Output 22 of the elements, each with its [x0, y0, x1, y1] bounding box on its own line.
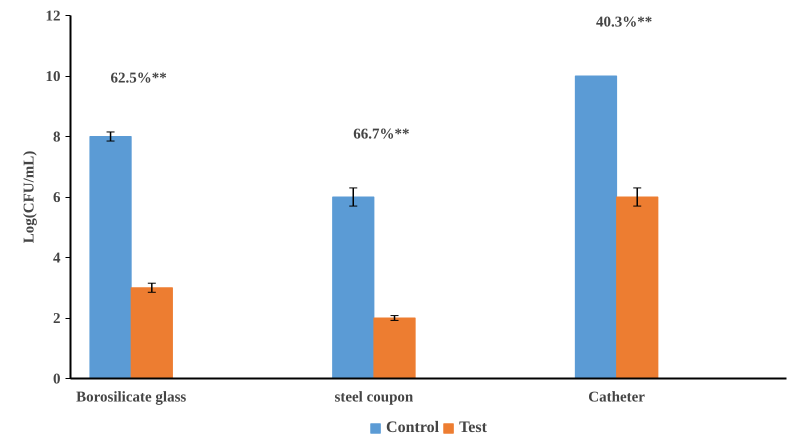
y-tick-label: 8: [53, 130, 60, 146]
legend-label: Control: [386, 419, 440, 437]
y-tick-label: 10: [46, 69, 60, 85]
y-tick-label: 4: [53, 250, 61, 266]
x-tick-label: steel coupon: [334, 390, 414, 406]
y-tick-label: 2: [53, 311, 60, 327]
annotation: 66.7%**: [353, 126, 410, 143]
legend-label: Test: [459, 419, 487, 437]
x-tick-label: Catheter: [588, 390, 646, 406]
bar: [574, 76, 618, 378]
bar: [332, 196, 374, 378]
x-tick-label: Borosilicate glass: [76, 390, 186, 406]
y-tick-label: 0: [53, 372, 60, 388]
bar: [130, 287, 173, 378]
annotation: 40.3%**: [596, 14, 652, 31]
annotation: 62.5%**: [110, 70, 167, 87]
bar: [89, 136, 132, 378]
bar: [373, 318, 416, 378]
bar: [616, 196, 658, 378]
y-tick-label: 6: [53, 190, 61, 206]
y-tick-label: 12: [46, 8, 60, 24]
y-axis-title: Log(CFU/mL): [22, 150, 38, 244]
